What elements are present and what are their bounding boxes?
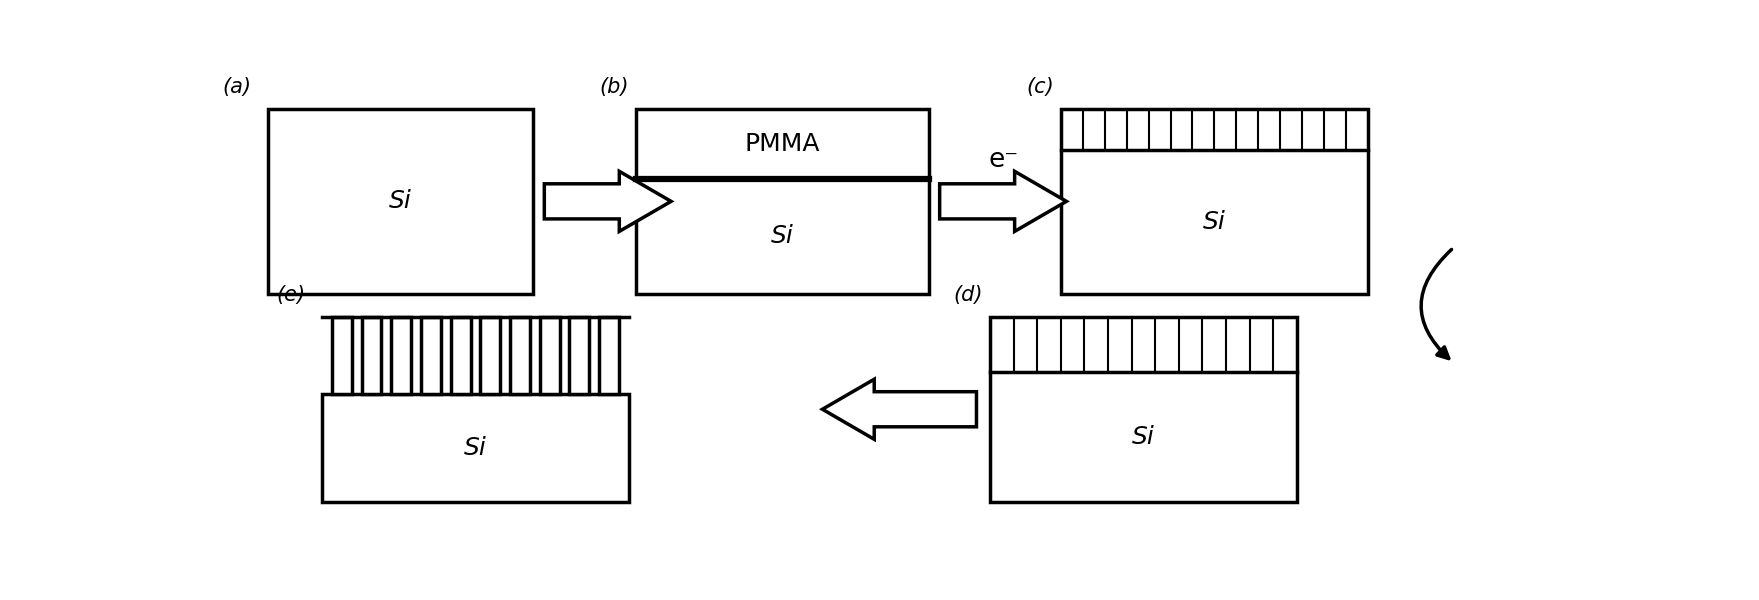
Text: (d): (d) bbox=[953, 286, 983, 305]
Text: Si: Si bbox=[1133, 425, 1156, 449]
Bar bbox=[332, 317, 352, 394]
Text: (a): (a) bbox=[222, 77, 252, 97]
Text: (e): (e) bbox=[276, 286, 306, 305]
Bar bbox=[267, 109, 533, 294]
Bar bbox=[390, 317, 412, 394]
Text: (b): (b) bbox=[600, 77, 630, 97]
Text: (c): (c) bbox=[1027, 77, 1054, 97]
Bar bbox=[450, 317, 471, 394]
FancyArrowPatch shape bbox=[1421, 250, 1451, 359]
Bar bbox=[635, 109, 929, 294]
Polygon shape bbox=[823, 379, 976, 439]
Polygon shape bbox=[544, 172, 672, 232]
Text: Si: Si bbox=[389, 190, 412, 214]
Bar bbox=[362, 317, 382, 394]
Bar bbox=[322, 394, 630, 502]
Text: Si: Si bbox=[770, 224, 793, 248]
Polygon shape bbox=[939, 172, 1066, 232]
Text: PMMA: PMMA bbox=[744, 132, 820, 156]
Bar bbox=[540, 317, 559, 394]
Text: Si: Si bbox=[1203, 209, 1226, 233]
Bar bbox=[600, 317, 619, 394]
Bar bbox=[510, 317, 529, 394]
Bar bbox=[990, 317, 1296, 502]
Bar bbox=[1061, 109, 1369, 294]
Bar bbox=[570, 317, 589, 394]
Bar bbox=[480, 317, 500, 394]
Text: Si: Si bbox=[464, 436, 487, 460]
Bar bbox=[420, 317, 442, 394]
Text: e⁻: e⁻ bbox=[989, 147, 1018, 173]
